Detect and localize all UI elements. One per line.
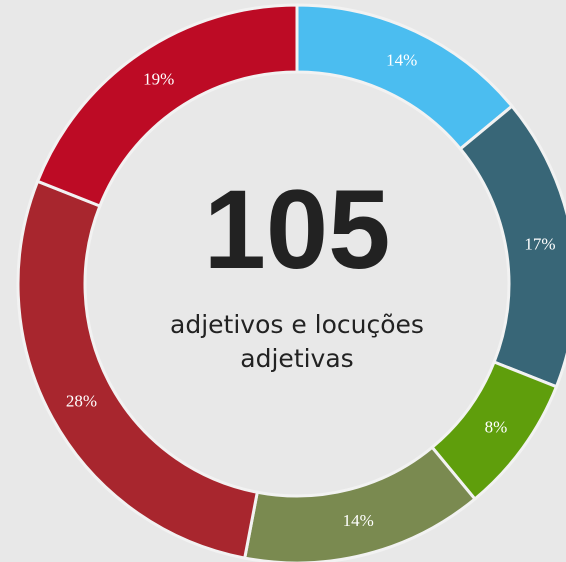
center-label: adjetivos e locuções adjetivas <box>170 310 424 373</box>
value-label: 19% <box>143 69 174 88</box>
center-value: 105 <box>203 167 391 292</box>
value-label: 14% <box>343 511 374 530</box>
donut-segment <box>295 3 515 151</box>
value-label: 14% <box>386 50 417 69</box>
center-text: 105 adjetivos e locuções adjetivas <box>117 170 477 376</box>
donut-segment <box>16 179 260 560</box>
value-label: 17% <box>524 234 555 253</box>
donut-segment <box>35 3 299 208</box>
value-label: 28% <box>66 391 97 410</box>
value-label: 8% <box>485 418 508 437</box>
donut-segment <box>242 445 477 562</box>
